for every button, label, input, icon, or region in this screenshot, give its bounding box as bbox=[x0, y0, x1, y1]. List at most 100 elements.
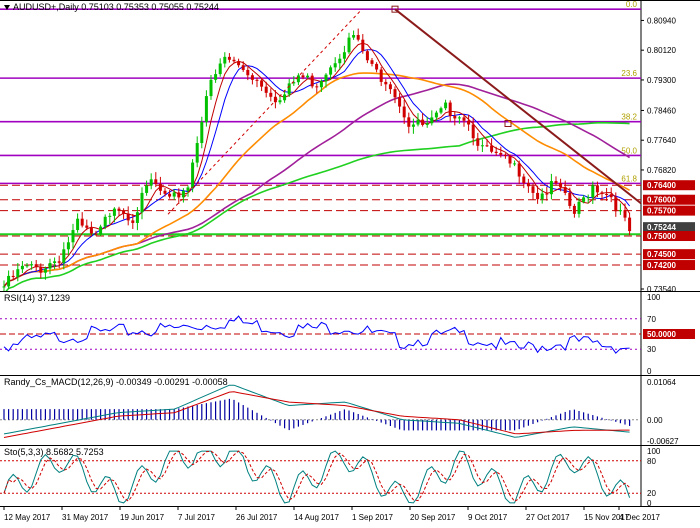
candle-body bbox=[494, 151, 498, 153]
price-tag-label: 0.75244 bbox=[647, 223, 676, 232]
candle-body bbox=[605, 193, 609, 195]
candle-body bbox=[508, 155, 512, 164]
price-chart-svg: 0.0 23.6 38.2 50.0 61.8 0.80940 0.80120 0.79300… bbox=[0, 1, 695, 292]
candle-body bbox=[200, 121, 204, 144]
candle-body bbox=[480, 145, 484, 147]
symbol-ohlc: AUDUSD+,Daily 0.75103 0.75353 0.75055 0.… bbox=[13, 2, 219, 12]
candle-body bbox=[398, 97, 402, 107]
candle-body bbox=[448, 102, 452, 117]
symbol-title: AUDUSD+,Daily 0.75103 0.75353 0.75055 0.… bbox=[4, 2, 219, 12]
candle-body bbox=[618, 210, 622, 212]
candle-body bbox=[149, 179, 153, 186]
candle-body bbox=[112, 208, 116, 216]
candle-body bbox=[85, 225, 89, 228]
candle-body bbox=[66, 242, 70, 250]
candle-body bbox=[135, 212, 139, 223]
candle-body bbox=[517, 163, 521, 177]
candle-body bbox=[540, 193, 544, 200]
candle-body bbox=[80, 218, 84, 226]
trendline bbox=[394, 8, 642, 205]
candle-body bbox=[264, 86, 268, 93]
candle-body bbox=[43, 268, 47, 273]
candle-body bbox=[347, 37, 351, 53]
fib-level-label: 61.8 bbox=[621, 174, 637, 183]
candle-body bbox=[292, 82, 296, 84]
macd-tick-label: -0.00627 bbox=[647, 437, 679, 446]
candle-body bbox=[11, 275, 15, 278]
ma-fast-blue-line bbox=[3, 49, 630, 287]
rsi-tick-label: 70 bbox=[647, 315, 656, 324]
rsi-pane[interactable]: 100 70 50.0000 30 0 RSI(14) 37.1239 bbox=[0, 291, 700, 376]
candle-body bbox=[310, 75, 314, 87]
candle-body bbox=[89, 227, 93, 234]
time-tick-label: 19 Jun 2017 bbox=[120, 513, 165, 522]
sto-title: Sto(5,3,3) 8.5682 5.7253 bbox=[4, 447, 104, 457]
candle-body bbox=[563, 187, 567, 193]
candle-body bbox=[315, 86, 319, 88]
candle-body bbox=[269, 92, 273, 97]
sto-d-line bbox=[3, 450, 630, 503]
candle-body bbox=[467, 120, 471, 125]
candle-body bbox=[595, 185, 599, 193]
price-tag-box bbox=[643, 205, 695, 216]
macd-pane[interactable]: 0.01064 0.00 -0.00627 Randy_Cs_MACD(12,26,… bbox=[0, 375, 700, 446]
dropdown-arrow-icon[interactable] bbox=[4, 5, 10, 11]
rsi-tag-box bbox=[643, 329, 695, 339]
candle-body bbox=[365, 51, 369, 61]
candle-body bbox=[20, 265, 24, 270]
candle-body bbox=[375, 63, 379, 70]
sto-pane[interactable]: 100 80 20 0 Sto(5,3,3) 8.5682 5.7253 bbox=[0, 445, 700, 507]
candle-body bbox=[614, 197, 618, 212]
candle-body bbox=[204, 96, 208, 122]
time-tick-label: 7 Jul 2017 bbox=[178, 513, 215, 522]
candle-body bbox=[609, 194, 613, 198]
candle-body bbox=[411, 124, 415, 127]
candle-body bbox=[168, 193, 172, 197]
candle-body bbox=[2, 286, 6, 288]
fib-level-label: 38.2 bbox=[621, 113, 637, 122]
ma-fast-red-line bbox=[3, 42, 631, 287]
candle-body bbox=[76, 218, 80, 231]
candle-body bbox=[549, 181, 553, 195]
candle-body bbox=[191, 162, 195, 188]
candle-body bbox=[287, 83, 291, 95]
sto-tick-label: 20 bbox=[647, 489, 656, 498]
sto-k-line bbox=[3, 450, 631, 504]
price-pane[interactable]: 0.0 23.6 38.2 50.0 61.8 0.80940 0.80120 0.79300… bbox=[0, 0, 700, 292]
candle-body bbox=[333, 63, 337, 68]
candle-body bbox=[407, 117, 411, 127]
rsi-tag-label: 50.0000 bbox=[647, 330, 676, 339]
candle-body bbox=[140, 192, 144, 213]
candle-body bbox=[306, 75, 310, 78]
candle-body bbox=[434, 112, 438, 118]
candle-body bbox=[329, 67, 333, 75]
candle-body bbox=[126, 213, 130, 221]
candle-body bbox=[319, 81, 323, 88]
candle-body bbox=[568, 192, 572, 206]
candle-body bbox=[71, 230, 75, 243]
price-tick-label: 0.77640 bbox=[647, 136, 676, 145]
candle-body bbox=[572, 205, 576, 214]
ma-200-line bbox=[4, 121, 630, 292]
macd-tick-label: 0.00 bbox=[647, 416, 663, 425]
candle-body bbox=[278, 100, 282, 103]
candle-body bbox=[250, 75, 254, 80]
candle-body bbox=[490, 145, 494, 152]
candle-body bbox=[457, 117, 461, 119]
candle-body bbox=[108, 215, 112, 217]
candle-body bbox=[177, 192, 181, 198]
candle-body bbox=[53, 261, 57, 264]
time-tick-label: 14 Aug 2017 bbox=[294, 513, 339, 522]
candle-body bbox=[522, 176, 526, 183]
candle-body bbox=[232, 59, 236, 62]
price-tag-box bbox=[643, 222, 695, 233]
rsi-tick-label: 0 bbox=[647, 367, 652, 376]
price-tag-box bbox=[643, 231, 695, 242]
rsi-line bbox=[3, 315, 630, 354]
candle-body bbox=[62, 249, 66, 263]
time-tick-label: 4 Dec 2017 bbox=[619, 513, 660, 522]
time-tick-label: 9 Oct 2017 bbox=[468, 513, 508, 522]
candle-body bbox=[227, 56, 231, 60]
candle-body bbox=[526, 182, 530, 187]
candle-body bbox=[223, 56, 227, 64]
